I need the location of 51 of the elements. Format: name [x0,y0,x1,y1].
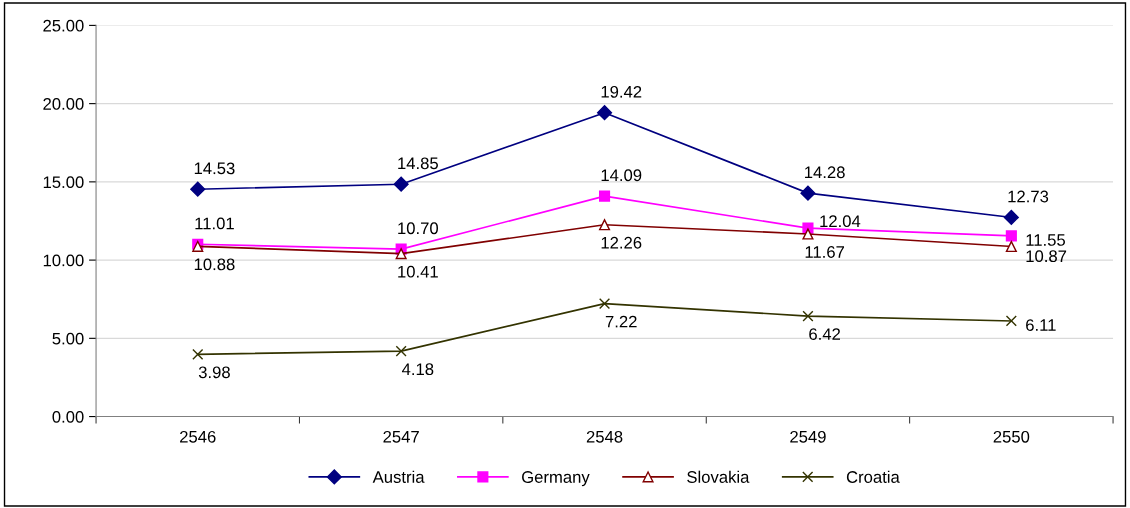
y-tick-label: 15.00 [43,176,84,189]
data-label: 14.85 [398,157,438,170]
x-tick-label: 2550 [993,430,1030,443]
y-tick-label: 20.00 [43,98,84,110]
data-label: 10.41 [398,265,438,278]
legend-label: Slovakia [687,470,750,483]
x-tick-label: 2547 [383,430,419,443]
data-label: 14.09 [601,169,642,182]
point [598,219,611,231]
point [1003,209,1019,225]
y-tick-label: 5.00 [52,332,84,345]
point [596,105,613,121]
data-label: 10.70 [398,222,439,235]
data-label: 11.55 [1026,234,1066,246]
data-label: 12.26 [601,236,642,249]
point [1005,230,1017,242]
data-label: 14.28 [805,166,845,179]
point [598,298,611,310]
legend-label: Germany [522,471,590,487]
point [802,310,814,322]
point [800,185,816,201]
x-tick-label: 2546 [180,430,216,443]
y-tick-label: 25.00 [43,19,84,32]
point [1005,240,1017,253]
data-label: 12.73 [1008,190,1049,203]
point [190,181,206,197]
data-label: 3.98 [198,366,230,379]
data-label: 19.42 [601,85,642,98]
data-label: 7.22 [605,315,637,328]
point [393,176,409,192]
legend-label: Austria [372,470,425,483]
y-tick-label: 10.00 [43,254,84,267]
legend-label: Croatia [846,470,900,483]
point [395,248,407,260]
point [802,228,814,240]
y-tick-label: 0.00 [52,410,84,423]
data-label: 6.42 [809,328,840,341]
point [192,348,204,360]
data-label: 10.88 [194,258,235,271]
data-label: 11.67 [805,246,845,258]
x-tick-label: 2549 [790,430,826,443]
data-label: 6.11 [1026,319,1056,331]
point [598,190,611,202]
data-label: 10.87 [1026,250,1067,263]
data-label: 11.01 [195,217,234,230]
point [1005,315,1017,327]
x-tick-label: 2548 [586,430,623,443]
data-label: 14.53 [194,162,235,175]
data-label: 12.04 [820,215,861,228]
point [395,345,407,357]
data-label: 4.18 [401,363,434,376]
